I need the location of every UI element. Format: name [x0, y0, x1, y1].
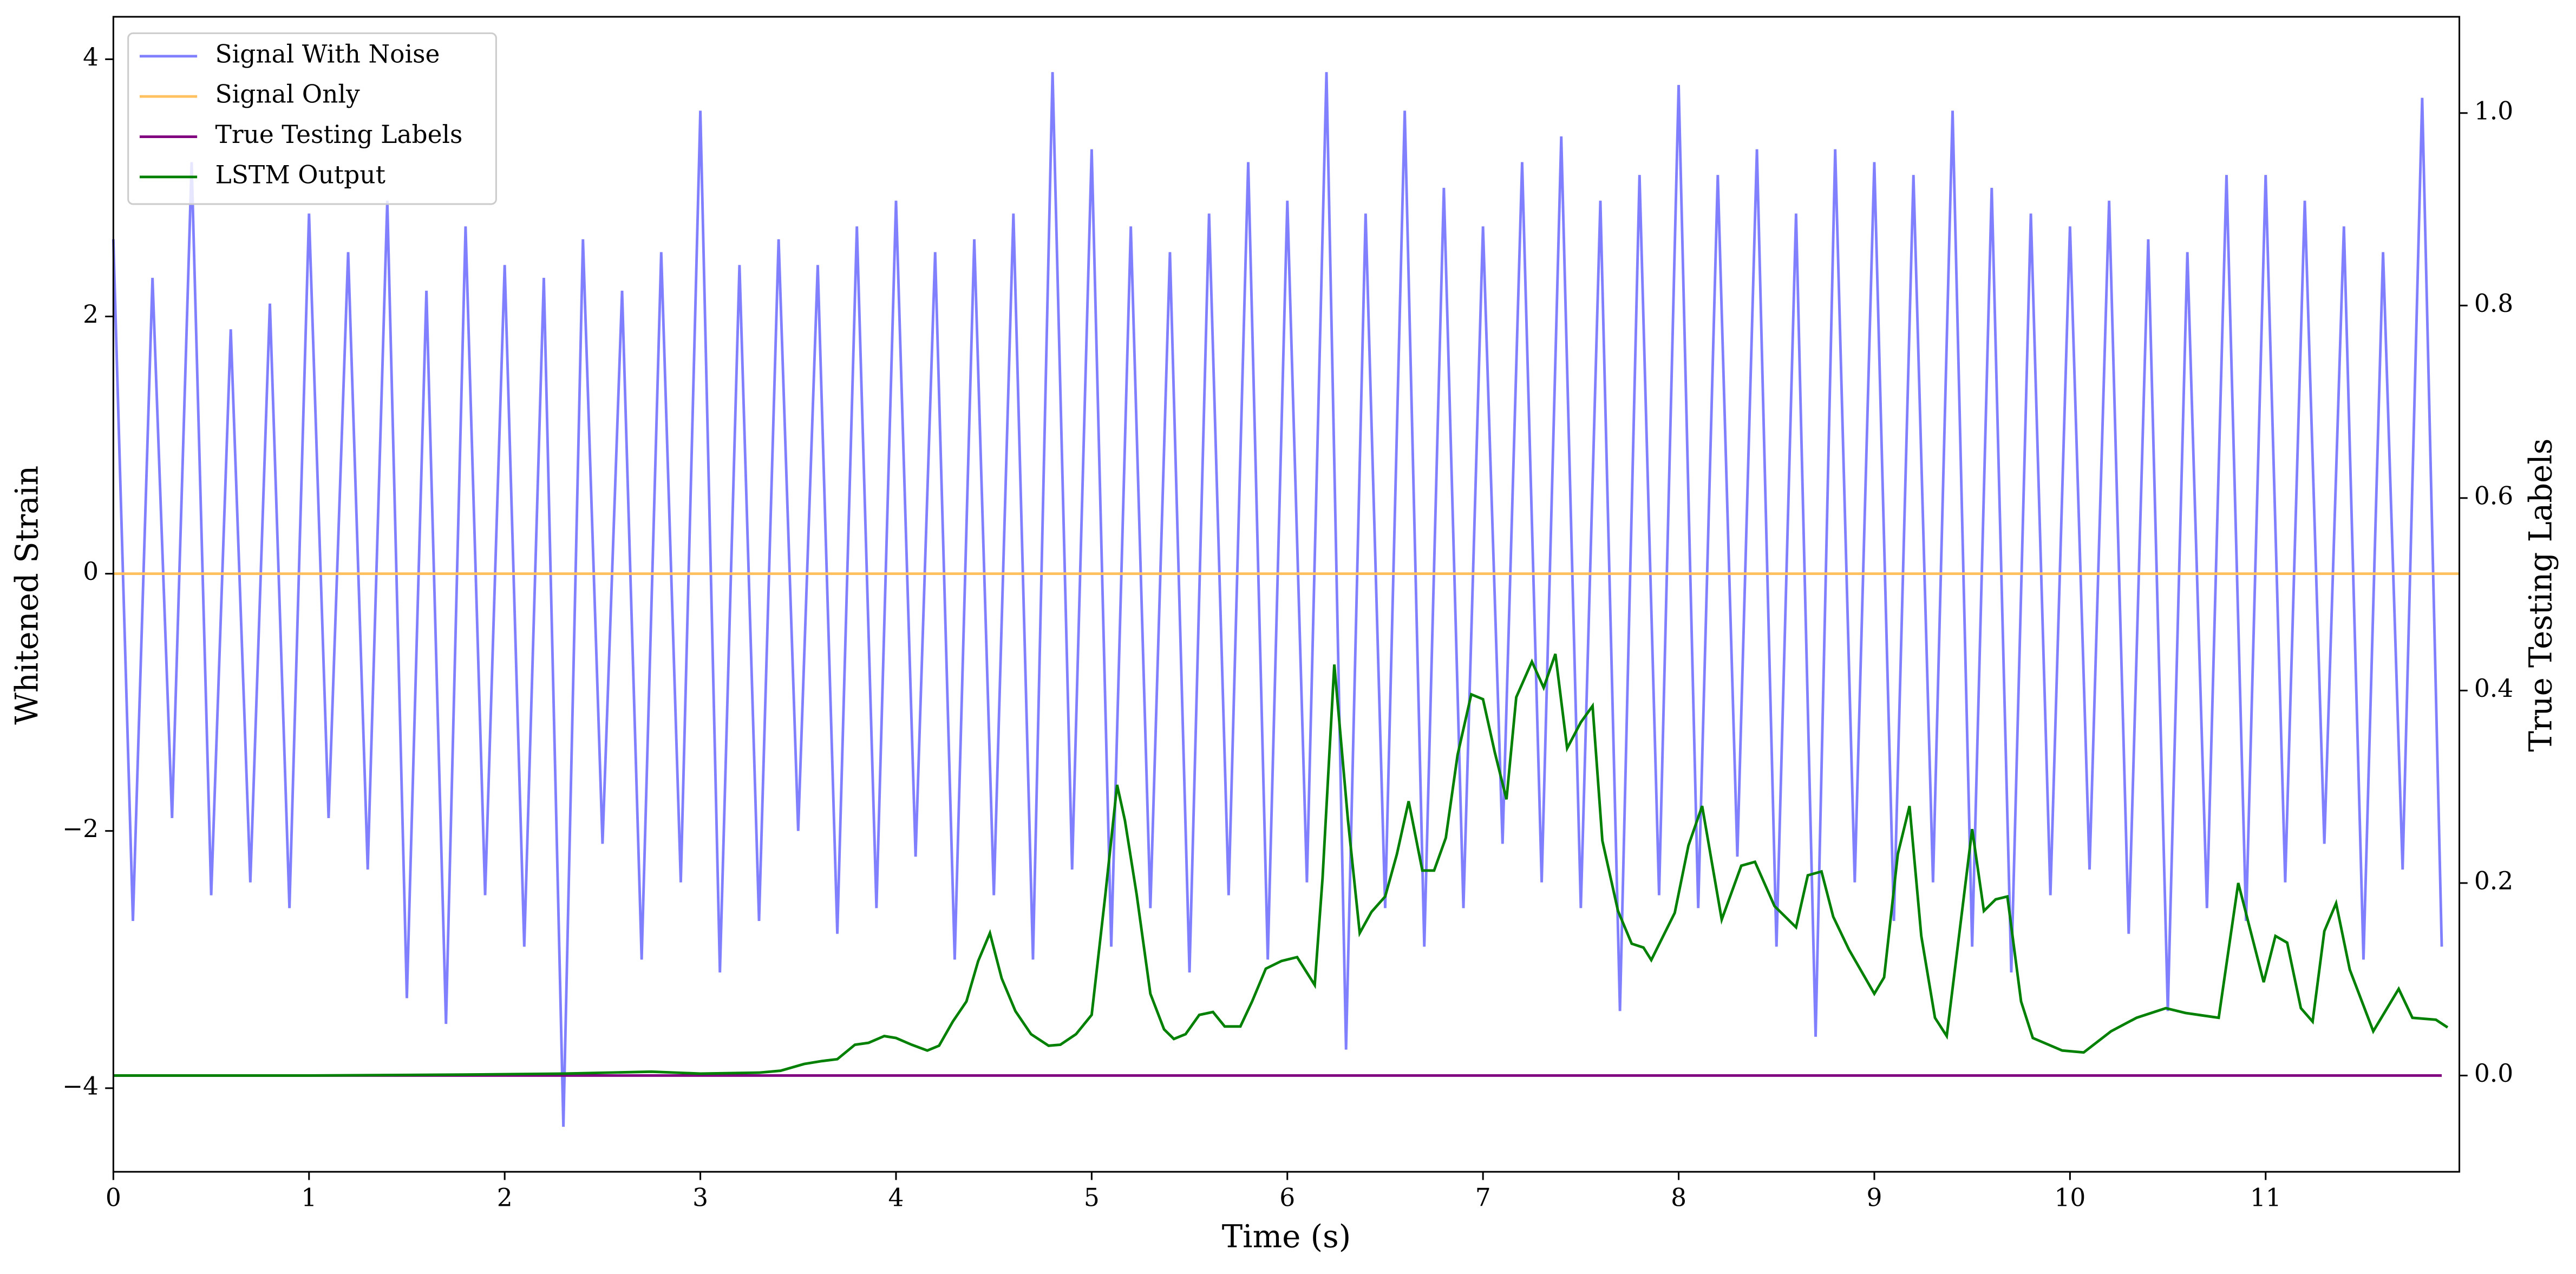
y-axis-label: Whitened Strain [9, 466, 45, 725]
legend-label: Signal With Noise [215, 40, 440, 68]
x-tick-label: 2 [497, 1183, 513, 1212]
y2-tick-label: 1.0 [2474, 96, 2513, 125]
legend-box [127, 32, 497, 205]
series-line [112, 72, 2443, 1127]
x-axis-label: Time (s) [1222, 1218, 1351, 1255]
x-tick-label: 7 [1475, 1183, 1491, 1212]
plot-area [112, 72, 2460, 1127]
y2-tick-label: 0.4 [2474, 674, 2513, 703]
y2-tick-label: 0.8 [2474, 289, 2513, 318]
legend: Signal With Noise Signal Only True Testing… [127, 32, 497, 205]
y-tick-label: −2 [62, 814, 99, 843]
legend-label: Signal Only [215, 80, 360, 109]
y-tick-label: 0 [83, 557, 99, 586]
x-tick-label: 6 [1279, 1183, 1295, 1212]
legend-label: True Testing Labels [215, 120, 463, 149]
legend-label: LSTM Output [215, 160, 385, 189]
x-tick-label: 0 [106, 1183, 121, 1212]
y-tick-label: 4 [83, 43, 99, 71]
y2-tick-label: 0.6 [2474, 481, 2513, 510]
y-tick-label: 2 [83, 300, 99, 329]
x-tick-label: 1 [301, 1183, 317, 1212]
y2-tick-label: 0.0 [2474, 1059, 2513, 1088]
series-line [113, 654, 2449, 1077]
plot-frame [112, 16, 2461, 1173]
y-tick-label: −4 [62, 1072, 99, 1100]
y2-axis-label: True Testing Labels [2522, 439, 2559, 752]
x-tick-label: 11 [2250, 1183, 2281, 1212]
x-tick-label: 8 [1671, 1183, 1686, 1212]
x-tick-label: 3 [692, 1183, 708, 1212]
x-tick-label: 9 [1866, 1183, 1882, 1212]
x-tick-label: 5 [1084, 1183, 1100, 1212]
x-tick-label: 10 [2054, 1183, 2085, 1212]
y2-tick-label: 0.2 [2474, 866, 2513, 895]
x-tick-label: 4 [888, 1183, 904, 1212]
